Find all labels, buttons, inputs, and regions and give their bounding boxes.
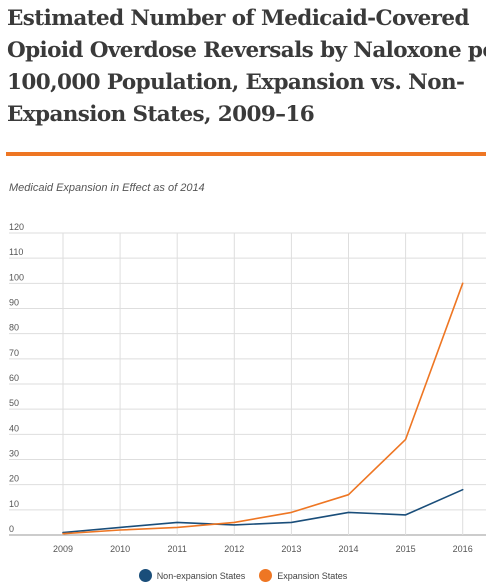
series-line-non-expansion [62,488,464,534]
y-tick-label: 120 [9,222,24,232]
x-tick-label: 2011 [168,544,187,554]
legend-marker-expansion [259,569,273,582]
y-axis-labels: 0 10 20 30 40 50 60 70 80 90 100 110 120 [9,222,24,534]
chart-grid [9,232,486,536]
chart-title: Estimated Number of Medicaid-Covered Opi… [7,6,486,127]
y-tick-label: 80 [9,323,19,333]
x-tick-label: 2010 [110,544,130,554]
y-tick-label: 90 [9,298,19,308]
line-chart: 0 10 20 30 40 50 60 70 80 90 100 110 120 2009 2010 201… [9,222,486,554]
y-tick-label: 10 [9,499,19,509]
legend-item-expansion[interactable]: Expansion States [259,569,347,582]
legend-item-non-expansion[interactable]: Non-expansion States [138,569,246,582]
x-tick-label: 2014 [338,544,358,554]
y-tick-label: 50 [9,398,19,408]
y-tick-label: 110 [9,247,23,257]
y-tick-label: 0 [9,524,14,534]
y-tick-label: 60 [9,373,19,383]
y-tick-label: 40 [9,423,19,433]
y-tick-label: 30 [9,449,19,459]
legend-label-expansion: Expansion States [277,570,348,581]
y-tick-label: 70 [9,348,19,358]
x-tick-label: 2015 [396,544,416,554]
x-tick-label: 2012 [224,544,244,554]
x-axis-labels: 2009 2010 2011 2012 2013 2014 2015 2016 [53,544,473,554]
series-line-expansion [62,282,464,535]
x-tick-label: 2016 [453,544,473,554]
legend-marker-non-expansion [138,569,152,582]
x-tick-label: 2009 [53,544,73,554]
title-divider [6,152,486,156]
chart-series [62,282,464,535]
chart-subtitle: Medicaid Expansion in Effect as of 2014 [9,182,205,194]
y-tick-label: 20 [9,474,19,484]
chart-legend: Non-expansion States Expansion States [0,569,486,582]
legend-label-non-expansion: Non-expansion States [156,570,246,581]
y-tick-label: 100 [9,272,24,282]
x-tick-label: 2013 [281,544,301,554]
